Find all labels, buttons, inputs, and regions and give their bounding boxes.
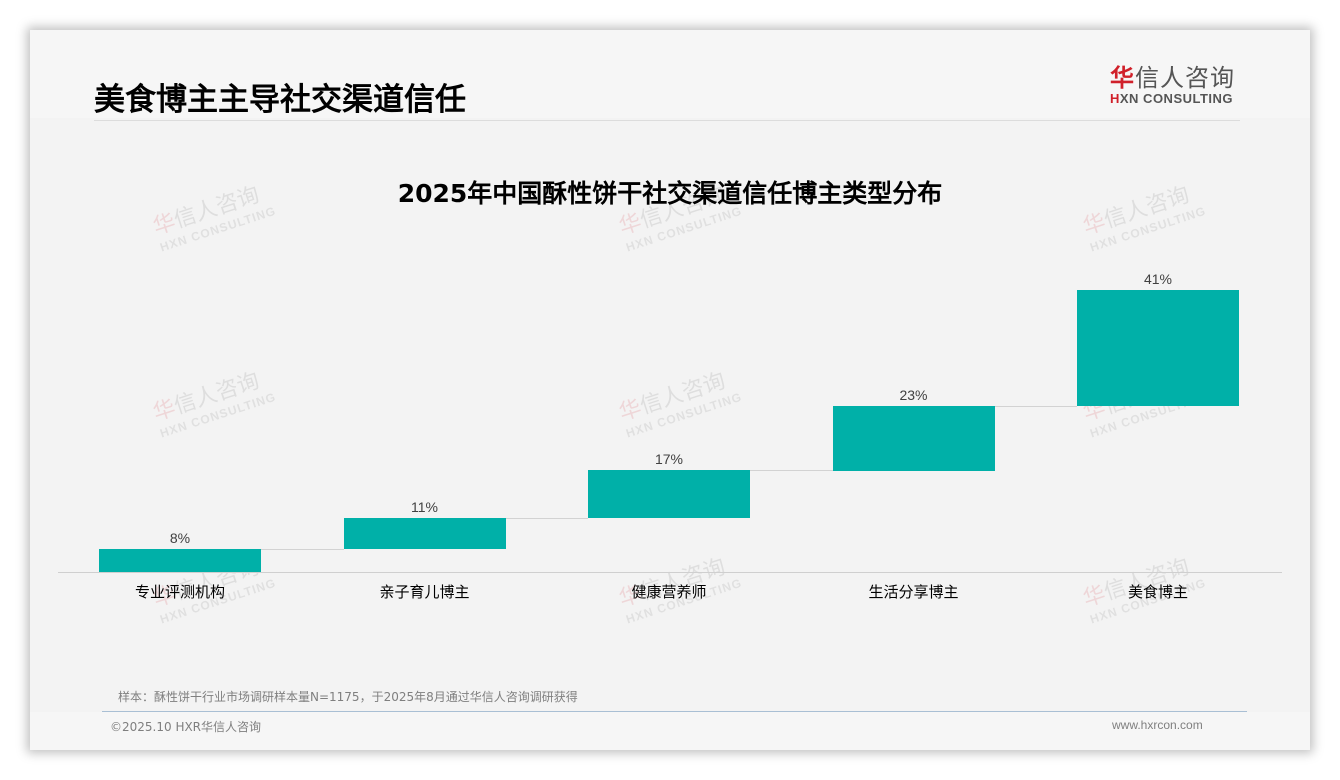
bar[interactable]: [343, 518, 506, 549]
bar-value-label: 11%: [411, 499, 438, 515]
bar[interactable]: [1077, 290, 1239, 406]
header-band: [30, 30, 1310, 118]
logo-cn: 华信人咨询: [1110, 64, 1235, 92]
category-label: 专业评测机构: [134, 583, 225, 601]
footer-band: [30, 712, 1310, 750]
bar[interactable]: [588, 470, 750, 518]
company-logo: 华信人咨询 HXN CONSULTING: [1110, 64, 1270, 106]
x-axis-line: [58, 572, 1282, 573]
footer-divider: [102, 711, 1247, 712]
title-divider: [94, 120, 1240, 121]
category-label: 生活分享博主: [868, 583, 959, 601]
logo-en: HXN CONSULTING: [1110, 91, 1234, 106]
bar-value-label: 23%: [899, 387, 928, 403]
category-label: 亲子育儿博主: [379, 583, 470, 601]
bar[interactable]: [99, 549, 261, 572]
slide: 美食博主主导社交渠道信任 华信人咨询 HXN CONSULTING 华信人咨询 H…: [30, 30, 1310, 750]
bar-value-label: 8%: [169, 530, 191, 546]
bar-value-label: 17%: [654, 451, 684, 467]
website-link[interactable]: www.hxrcon.com: [1112, 718, 1203, 732]
waterfall-connector: [261, 549, 344, 550]
sample-note: 样本：酥性饼干行业市场调研样本量N=1175，于2025年8月通过华信人咨询调研…: [118, 690, 578, 704]
bar-value-label: 41%: [1143, 271, 1173, 287]
page-title: 美食博主主导社交渠道信任: [94, 82, 466, 118]
bar[interactable]: [832, 406, 995, 471]
category-label: 健康营养师: [631, 583, 707, 601]
waterfall-connector: [750, 470, 833, 471]
category-label: 美食博主: [1127, 583, 1188, 601]
copyright-text: ©2025.10 HXR华信人咨询: [110, 720, 262, 734]
chart-title: 2025年中国酥性饼干社交渠道信任博主类型分布: [397, 179, 943, 208]
waterfall-connector: [994, 406, 1077, 407]
waterfall-connector: [505, 518, 588, 519]
